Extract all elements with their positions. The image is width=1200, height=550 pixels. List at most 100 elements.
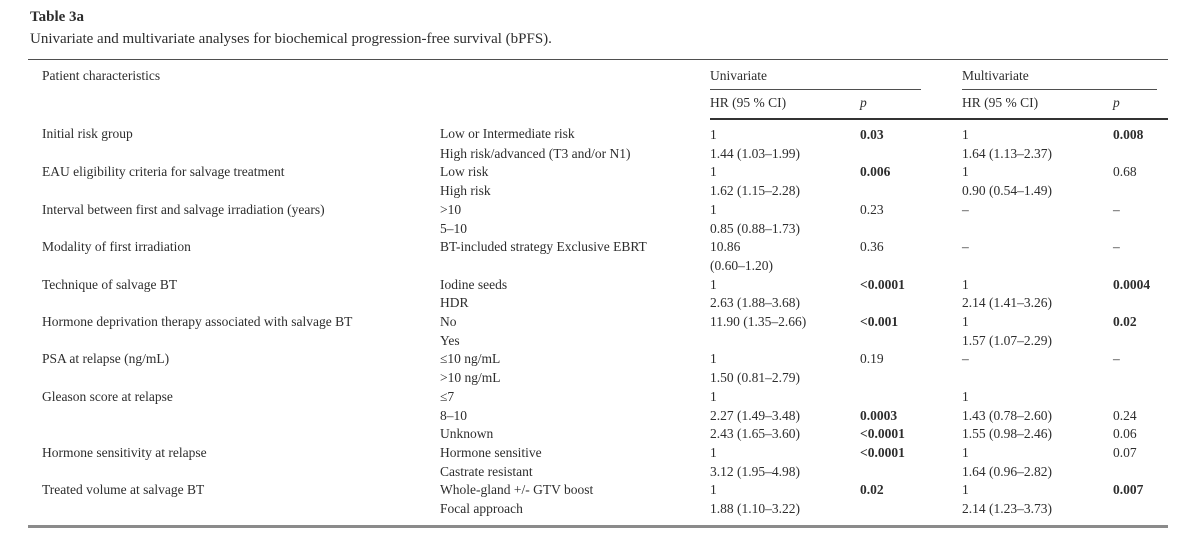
col-header-uni-p: p — [860, 90, 963, 120]
cell-univariate-hr: 3.12 (1.95–4.98) — [710, 463, 801, 479]
cell-multivariate-hr: 1 — [962, 444, 969, 460]
cell-univariate-hr: 1.44 (1.03–1.99) — [710, 145, 801, 161]
cell-univariate-p: <0.001 — [860, 314, 899, 330]
cell-multivariate-p — [1113, 463, 1168, 482]
cell-subgroup: High risk/advanced (T3 and/or N1) — [440, 145, 631, 161]
cell-univariate-hr — [710, 332, 860, 351]
cell-univariate-hr: 1 — [710, 201, 717, 217]
cell-multivariate-p — [1113, 388, 1168, 407]
col-group-univariate: Univariate — [710, 60, 962, 90]
cell-multivariate-hr: 0.90 (0.54–1.49) — [962, 183, 1053, 199]
cell-characteristic: Modality of first irradiation — [42, 239, 191, 255]
cell-univariate-hr: 2.63 (1.88–3.68) — [710, 295, 801, 311]
table-row: Technique of salvage BT Iodine seeds 1 <… — [28, 276, 1168, 295]
cell-univariate-hr: 1 — [710, 388, 717, 404]
col-header-uni-hr: HR (95 % CI) — [710, 90, 861, 120]
cell-univariate-p — [860, 257, 962, 276]
cell-univariate-p: 0.23 — [860, 201, 884, 217]
cell-subgroup — [440, 257, 710, 276]
cell-univariate-p — [860, 332, 962, 351]
table-row: 5–10 0.85 (0.88–1.73) — [28, 220, 1168, 239]
table-row: Yes 1.57 (1.07–2.29) — [28, 332, 1168, 351]
cell-subgroup: ≤7 — [440, 388, 455, 404]
cell-multivariate-p: 0.0004 — [1113, 276, 1151, 292]
cell-multivariate-hr — [962, 220, 1113, 239]
cell-univariate-hr: 11.90 (1.35–2.66) — [710, 314, 807, 330]
cell-multivariate-p: 0.24 — [1113, 407, 1137, 423]
cell-univariate-p: <0.0001 — [860, 426, 905, 442]
table-row: Unknown 2.43 (1.65–3.60) <0.0001 1.55 (0… — [28, 425, 1168, 444]
cell-subgroup: 5–10 — [440, 220, 467, 236]
col-group-univariate-label: Univariate — [710, 68, 922, 90]
cell-multivariate-hr: 1.43 (0.78–2.60) — [962, 407, 1053, 423]
col-header-multi-hr: HR (95 % CI) — [962, 90, 1114, 120]
cell-univariate-hr: 1 — [710, 276, 717, 292]
cell-univariate-hr: 1 — [710, 351, 717, 367]
table-row: 8–10 2.27 (1.49–3.48) 0.0003 1.43 (0.78–… — [28, 407, 1168, 426]
cell-characteristic — [28, 257, 440, 276]
cell-multivariate-p — [1113, 332, 1168, 351]
cell-characteristic: Interval between first and salvage irrad… — [42, 201, 325, 217]
header-sub-row: HR (95 % CI) p HR (95 % CI) p — [28, 90, 1169, 120]
table-row: High risk 1.62 (1.15–2.28) 0.90 (0.54–1.… — [28, 182, 1168, 201]
cell-multivariate-hr: – — [962, 239, 969, 255]
cell-univariate-p — [860, 182, 962, 201]
cell-univariate-hr: 10.86 — [710, 239, 741, 255]
table-caption-block: Table 3a Univariate and multivariate ana… — [0, 0, 1200, 59]
cell-characteristic — [28, 294, 440, 313]
cell-univariate-p: 0.02 — [860, 482, 884, 498]
cell-multivariate-hr: 1.64 (1.13–2.37) — [962, 145, 1053, 161]
table-row: Gleason score at relapse ≤7 1 1 — [28, 388, 1168, 407]
cell-univariate-p — [860, 220, 962, 239]
cell-multivariate-p — [1113, 182, 1168, 201]
cell-characteristic — [28, 220, 440, 239]
col-group-multivariate: Multivariate — [962, 60, 1168, 90]
table-row: Hormone deprivation therapy associated w… — [28, 313, 1168, 332]
cell-subgroup: High risk — [440, 183, 491, 199]
cell-subgroup: Castrate resistant — [440, 463, 533, 479]
cell-characteristic — [28, 425, 440, 444]
cell-multivariate-hr: 1 — [962, 127, 969, 142]
cell-univariate-hr: 1 — [710, 127, 717, 142]
cell-subgroup: No — [440, 314, 457, 330]
cell-subgroup: >10 — [440, 201, 462, 217]
table-row: Castrate resistant 3.12 (1.95–4.98) 1.64… — [28, 463, 1168, 482]
cell-univariate-hr: 1 — [710, 164, 717, 180]
cell-multivariate-p — [1113, 145, 1168, 164]
cell-subgroup: Unknown — [440, 426, 494, 442]
cell-multivariate-p: 0.008 — [1113, 127, 1144, 142]
cell-multivariate-p: 0.007 — [1113, 482, 1144, 498]
cell-univariate-p: 0.03 — [860, 127, 884, 142]
cell-multivariate-hr: 2.14 (1.23–3.73) — [962, 501, 1053, 517]
cell-characteristic: Hormone deprivation therapy associated w… — [42, 314, 353, 330]
table-row: Treated volume at salvage BT Whole-gland… — [28, 481, 1168, 500]
cell-univariate-p: 0.006 — [860, 164, 891, 180]
cell-characteristic — [28, 182, 440, 201]
table-row: PSA at relapse (ng/mL) ≤10 ng/mL 1 0.19 … — [28, 350, 1168, 369]
cell-characteristic: EAU eligibility criteria for salvage tre… — [42, 164, 285, 180]
cell-multivariate-p: 0.68 — [1113, 164, 1137, 180]
cell-characteristic — [28, 407, 440, 426]
cell-multivariate-p — [1113, 294, 1168, 313]
cell-univariate-hr: 1.62 (1.15–2.28) — [710, 183, 801, 199]
col-header-patient-characteristics: Patient characteristics — [42, 68, 161, 83]
cell-subgroup: Iodine seeds — [440, 276, 508, 292]
cell-characteristic: Initial risk group — [42, 126, 133, 141]
cell-univariate-hr: 1 — [710, 482, 717, 498]
table-row: Initial risk group Low or Intermediate r… — [28, 119, 1168, 145]
cell-univariate-hr: 1.88 (1.10–3.22) — [710, 501, 801, 517]
cell-multivariate-p: 0.07 — [1113, 444, 1137, 460]
cell-multivariate-hr: 2.14 (1.41–3.26) — [962, 295, 1053, 311]
table-row: Focal approach 1.88 (1.10–3.22) 2.14 (1.… — [28, 500, 1168, 526]
cell-multivariate-p — [1113, 500, 1168, 526]
table-body: Initial risk group Low or Intermediate r… — [28, 119, 1168, 526]
cell-subgroup: >10 ng/mL — [440, 370, 501, 386]
cell-subgroup: Yes — [440, 332, 460, 348]
cell-multivariate-p: – — [1113, 201, 1120, 217]
cell-characteristic: Treated volume at salvage BT — [42, 482, 205, 498]
cell-multivariate-p: 0.02 — [1113, 314, 1137, 330]
cell-univariate-p: <0.0001 — [860, 276, 905, 292]
cell-characteristic — [28, 463, 440, 482]
cell-characteristic — [28, 332, 440, 351]
